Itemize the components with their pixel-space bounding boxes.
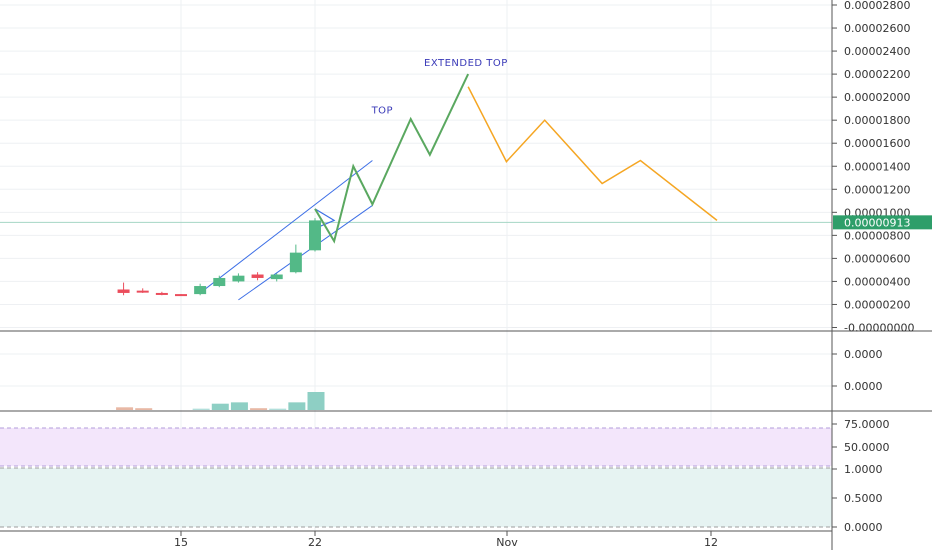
price-tick-label-12: 0.00000400 bbox=[844, 275, 910, 288]
price-tick-label-0: 0.00002800 bbox=[844, 0, 910, 12]
osc2-tick-label-1: 0.5000 bbox=[844, 492, 883, 505]
candle-body-1 bbox=[136, 290, 149, 293]
time-tick-label-1: 22 bbox=[308, 536, 322, 549]
volume-bar-3 bbox=[211, 403, 229, 410]
volume-bar-7 bbox=[288, 402, 306, 410]
volume-tick-label-0: 0.0000 bbox=[844, 348, 883, 361]
candle-body-2 bbox=[155, 292, 168, 295]
price-tick-label-1: 0.00002600 bbox=[844, 22, 910, 35]
candle-body-6 bbox=[232, 275, 245, 282]
osc1-tick-label-1: 50.0000 bbox=[844, 441, 890, 454]
price-tick-label-3: 0.00002200 bbox=[844, 68, 910, 81]
last-price-label: 0.00000913 bbox=[844, 216, 910, 229]
candle-body-5 bbox=[213, 277, 226, 287]
volume-bar-4 bbox=[230, 402, 248, 410]
channel-arrow bbox=[314, 208, 336, 229]
volume-bar-6 bbox=[269, 408, 287, 410]
time-tick-label-2: Nov bbox=[496, 536, 518, 549]
osc2-tick-label-0: 1.0000 bbox=[844, 463, 883, 476]
annotations: TOP EXTENDED TOP bbox=[371, 58, 508, 116]
candle-body-10 bbox=[309, 220, 321, 251]
indicator-panes bbox=[0, 427, 832, 528]
channel-line-0 bbox=[199, 160, 373, 294]
osc1-tick-label-0: 75.0000 bbox=[844, 418, 890, 431]
price-tick-label-5: 0.00001800 bbox=[844, 114, 910, 127]
candle-body-0 bbox=[117, 289, 130, 293]
volume-bar-8 bbox=[307, 392, 325, 410]
price-tick-label-14: -0.00000000 bbox=[844, 322, 914, 335]
price-tick-label-10: 0.00000800 bbox=[844, 229, 910, 242]
candle-body-8 bbox=[270, 274, 283, 280]
price-tick-label-6: 0.00001600 bbox=[844, 137, 910, 150]
price-tick-label-7: 0.00001400 bbox=[844, 160, 910, 173]
last-price-box bbox=[833, 215, 932, 230]
price-tick-label-2: 0.00002400 bbox=[844, 45, 910, 58]
volume-bar-0 bbox=[116, 407, 134, 410]
channel-line-1 bbox=[238, 205, 373, 301]
candle-body-7 bbox=[251, 274, 264, 278]
volume-bar-5 bbox=[250, 408, 268, 410]
volume-bars bbox=[116, 392, 325, 410]
projections bbox=[314, 73, 718, 244]
annotation-1: EXTENDED TOP bbox=[424, 58, 508, 69]
price-tick-label-13: 0.00000200 bbox=[844, 298, 910, 311]
volume-bar-2 bbox=[192, 408, 210, 410]
annotation-0: TOP bbox=[371, 105, 394, 116]
grid bbox=[0, 0, 832, 531]
candle-body-4 bbox=[194, 286, 207, 295]
projection-green-line bbox=[314, 73, 470, 244]
candles bbox=[117, 218, 321, 297]
price-tick-label-4: 0.00002000 bbox=[844, 91, 910, 104]
time-tick-label-3: 12 bbox=[704, 536, 718, 549]
volume-bar-1 bbox=[135, 408, 153, 410]
time-tick-label-0: 15 bbox=[174, 536, 188, 549]
candle-body-3 bbox=[175, 294, 187, 297]
channel-lines bbox=[199, 160, 373, 301]
volume-tick-label-1: 0.0000 bbox=[844, 380, 883, 393]
oscillator-band-1 bbox=[0, 428, 832, 466]
oscillator-band-2 bbox=[0, 468, 832, 527]
candle-body-9 bbox=[289, 252, 302, 273]
projection-orange-line bbox=[467, 86, 718, 221]
price-tick-label-8: 0.00001200 bbox=[844, 183, 910, 196]
osc2-tick-label-2: 0.0000 bbox=[844, 521, 883, 534]
price-tick-label-11: 0.00000600 bbox=[844, 252, 910, 265]
